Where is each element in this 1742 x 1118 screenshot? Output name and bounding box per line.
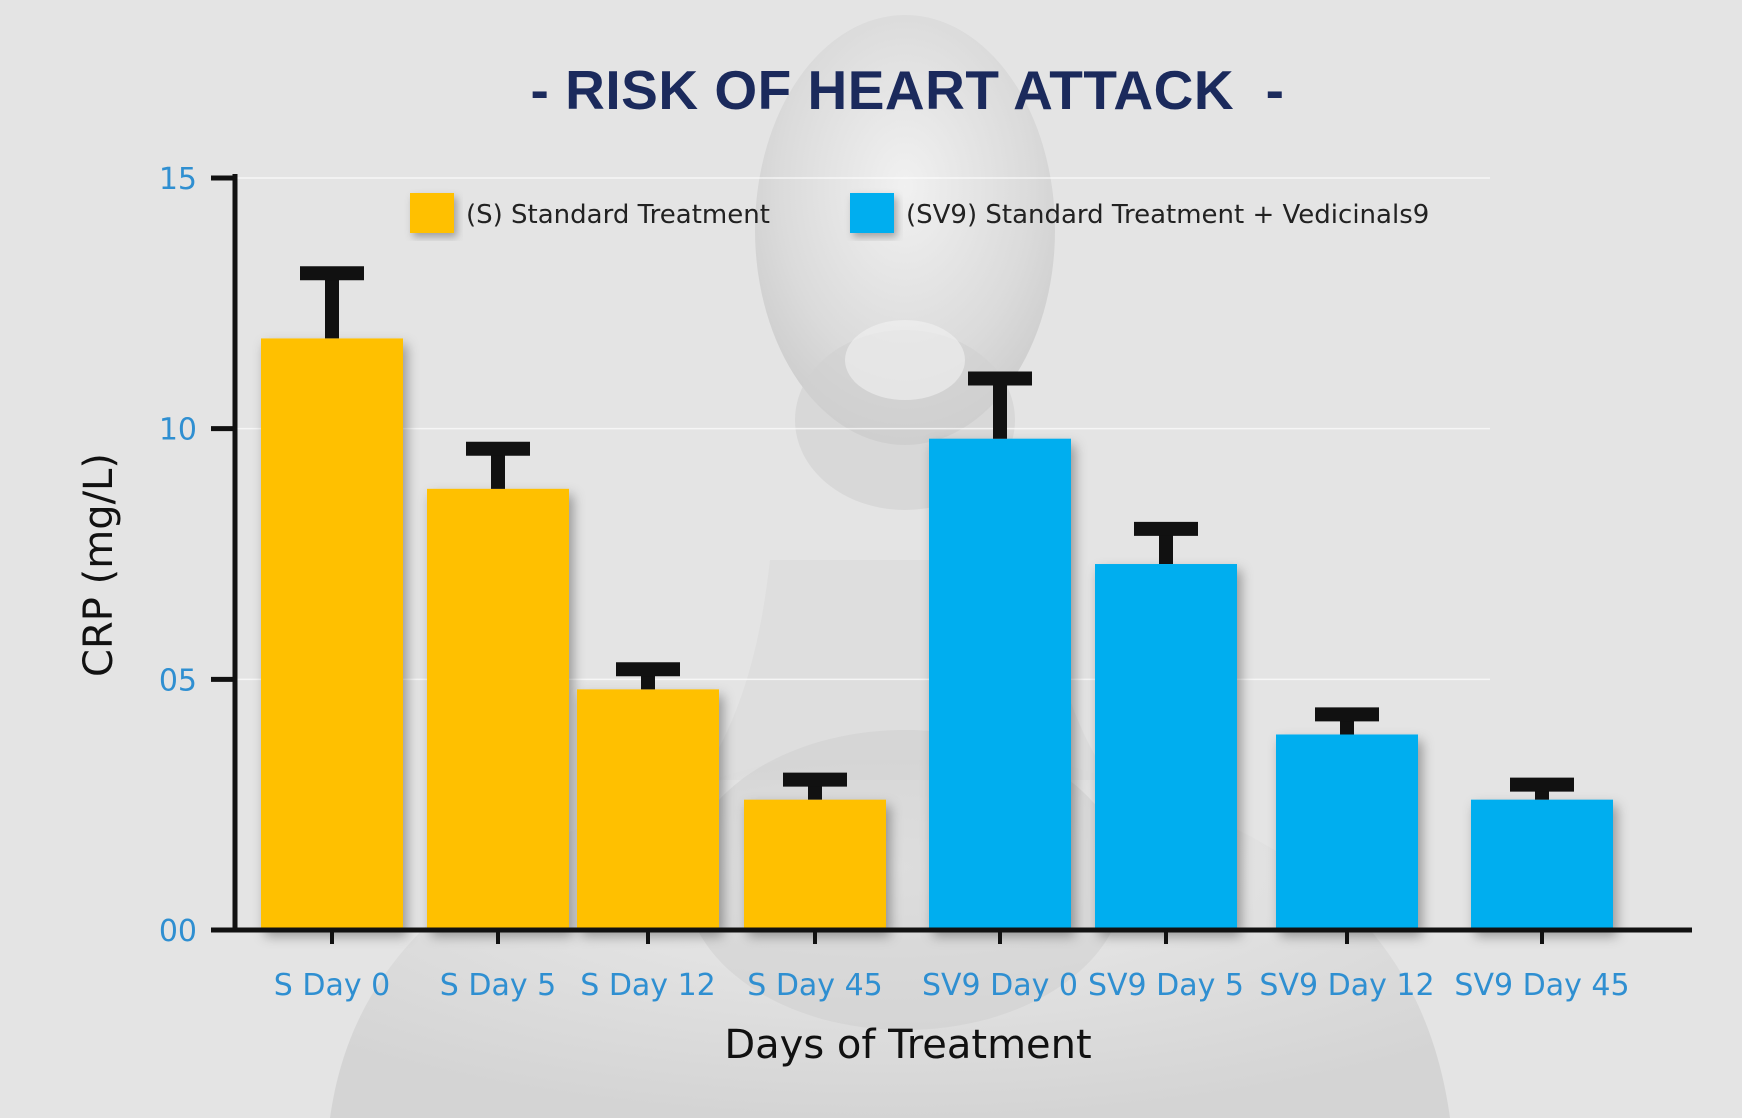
bar [1276, 734, 1418, 930]
x-tick-label: S Day 12 [580, 968, 716, 1003]
bar [744, 799, 886, 930]
gridlines [235, 177, 1490, 681]
bar [577, 689, 719, 930]
y-tick-label: 10 [159, 413, 197, 448]
error-bars-group [300, 266, 1574, 800]
x-tick-label: SV9 Day 12 [1259, 968, 1434, 1003]
x-tick-label: S Day 45 [747, 968, 883, 1003]
bar [427, 488, 569, 930]
bars-group [261, 338, 1613, 931]
y-ticks-group: 00 05 10 15 [159, 162, 235, 949]
y-tick-label: 05 [159, 663, 197, 698]
axes-group [211, 174, 1692, 933]
bar [261, 338, 403, 931]
y-tick-label: 15 [159, 162, 197, 197]
chart-title: - RISK OF HEART ATTACK - [530, 59, 1285, 121]
y-axis-title: CRP (mg/L) [76, 453, 122, 677]
x-tick-label: S Day 5 [440, 968, 556, 1003]
bar [1095, 564, 1237, 930]
y-tick-label: 00 [159, 914, 197, 949]
x-tick-label: S Day 0 [274, 968, 390, 1003]
bar [929, 438, 1071, 930]
legend-swatch [850, 193, 894, 233]
x-tick-label: SV9 Day 5 [1088, 968, 1244, 1003]
legend-label: (S) Standard Treatment [466, 200, 770, 230]
legend-label: (SV9) Standard Treatment + Vedicinals9 [906, 200, 1429, 230]
bar [1471, 799, 1613, 930]
x-tick-label: SV9 Day 0 [922, 968, 1078, 1003]
x-ticks-group: S Day 0 S Day 5 S Day 12 S Day 45 SV9 Day 0 S… [274, 930, 1630, 1003]
legend: (S) Standard Treatment (SV9) Standard Tre… [410, 193, 1429, 233]
x-tick-label: SV9 Day 45 [1454, 968, 1629, 1003]
legend-swatch [410, 193, 454, 233]
x-axis-title: Days of Treatment [724, 1022, 1091, 1068]
